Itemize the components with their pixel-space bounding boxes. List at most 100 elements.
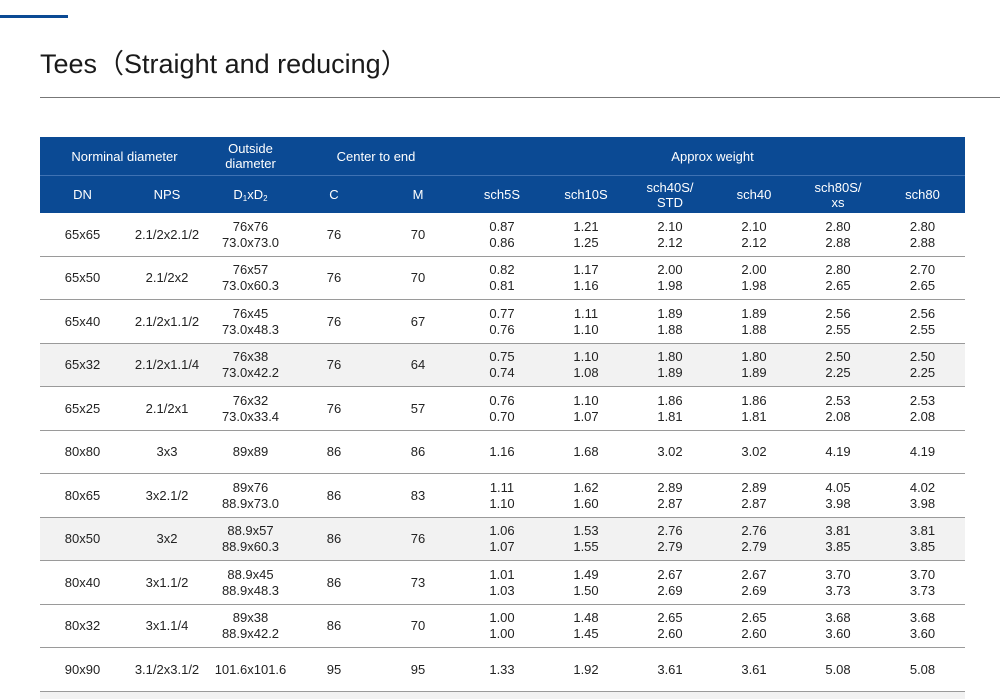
text-line: 4.19 [825, 444, 851, 460]
text-line: sch40S/ [646, 179, 694, 195]
table-cell: 3.70 3.73 [880, 561, 965, 605]
table-cell: 5.08 [796, 648, 880, 692]
row-shade [40, 517, 965, 561]
table-cell: 76x57 73.0x60.3 [209, 257, 292, 301]
table-cell: 70 [376, 605, 460, 649]
table-cell: 1.92 [544, 648, 628, 692]
text-line: 2.55 [909, 321, 936, 337]
text-line: 2.50 [909, 349, 936, 365]
text-line: 3.02 [657, 444, 683, 460]
text-line: 2.08 [909, 408, 936, 424]
table-cell: 3x3 [125, 431, 209, 475]
table-cell: 2.50 2.25 [796, 344, 880, 388]
table-cell: 86 [292, 518, 376, 562]
table-cell: 70 [376, 257, 460, 301]
table-cell: 88.9x57 88.9x60.3 [209, 518, 292, 562]
text-line: 76 [326, 313, 342, 329]
table-cell: 2.80 2.88 [796, 213, 880, 257]
text-line: 3.60 [825, 626, 851, 642]
row-line [40, 429, 965, 431]
table-cell: 2.1/2x2.1/2 [125, 213, 209, 257]
text-line: 2.79 [657, 539, 683, 555]
table-cell: 88.9x45 88.9x48.3 [209, 561, 292, 605]
text-line: 86 [326, 444, 342, 460]
text-line: 70 [410, 618, 426, 634]
table-cell: 4.19 [880, 431, 965, 475]
divider [40, 97, 1000, 98]
table-cell: 2.10 2.12 [628, 213, 712, 257]
text-line: 3x1.1/4 [145, 618, 189, 634]
text-line: 76x76 [232, 218, 269, 234]
table-cell: 73 [376, 561, 460, 605]
row-line [40, 603, 965, 605]
table-cell: 1.00 1.00 [460, 605, 544, 649]
table-cell: 3.70 3.73 [796, 561, 880, 605]
row-line [40, 255, 965, 257]
column-header: sch40 [712, 176, 796, 213]
text-line: 2.80 [909, 218, 936, 234]
text-line: 1.89 [657, 365, 683, 381]
text-line: 3.98 [909, 495, 936, 511]
table-cell: 64 [376, 344, 460, 388]
table-cell: 2.50 2.25 [880, 344, 965, 388]
text-line: 1.07 [489, 539, 515, 555]
table-cell: 3.61 [712, 648, 796, 692]
text-line: 0.77 [489, 305, 515, 321]
table-cell: 1.48 1.45 [544, 605, 628, 649]
text-line: 65x50 [64, 270, 101, 286]
text-line: 3.73 [909, 582, 936, 598]
table-cell: 80x32 [40, 605, 125, 649]
table-cell: 2.65 2.60 [712, 605, 796, 649]
text-line: 3.81 [909, 523, 936, 539]
row-line [40, 647, 965, 648]
text-line: 83 [410, 487, 426, 503]
table-cell: 2.76 2.79 [712, 518, 796, 562]
table-cell: 3.61 [628, 648, 712, 692]
header-text: D1xD2 [233, 187, 267, 203]
column-header: sch5S [460, 176, 544, 213]
text-line: 2.56 [909, 305, 936, 321]
text-line: 90x90 [64, 661, 101, 677]
header-group: Center to end [292, 137, 460, 175]
text-line: 73.0x48.3 [221, 321, 280, 337]
text-line: 1.10 [573, 349, 599, 365]
text-line: 2.80 [825, 218, 851, 234]
text-line: 2.88 [909, 234, 936, 250]
text-line: sch40 [736, 187, 772, 202]
table-cell: 76x76 73.0x73.0 [209, 213, 292, 257]
table-cell: 76x32 73.0x33.4 [209, 387, 292, 431]
text-line: 1.16 [489, 444, 515, 460]
table-cell: 76 [292, 344, 376, 388]
text-line: 88.9x73.0 [221, 495, 280, 511]
table-cell: 3.02 [712, 431, 796, 475]
table-cell: 83 [376, 474, 460, 518]
table-cell: 0.87 0.86 [460, 213, 544, 257]
text-line: 0.82 [489, 262, 515, 278]
table-cell: 1.33 [460, 648, 544, 692]
row-line [40, 386, 965, 387]
table-cell: 0.82 0.81 [460, 257, 544, 301]
text-line: sch80 [905, 187, 940, 202]
text-line: 1.92 [573, 661, 599, 677]
column-header: M [376, 176, 460, 213]
table-cell: 76 [292, 300, 376, 344]
table-cell: 1.21 1.25 [544, 213, 628, 257]
text-line: 1.16 [573, 278, 599, 294]
table-cell: 70 [376, 213, 460, 257]
text-line: 2.67 [741, 566, 767, 582]
table-cell: 1.06 1.07 [460, 518, 544, 562]
table-cell: 1.68 [544, 431, 628, 475]
text-line: 76x32 [232, 392, 269, 408]
text-line: 1.10 [573, 392, 599, 408]
text-line: 4.05 [825, 479, 851, 495]
table-cell: 76 [292, 387, 376, 431]
text-line: 2.87 [741, 495, 767, 511]
text-line: 2.89 [741, 479, 767, 495]
text-line: 0.76 [489, 321, 515, 337]
table-cell: 2.53 2.08 [880, 387, 965, 431]
text-line: 80x65 [64, 487, 101, 503]
text-line: 88.9x42.2 [221, 626, 280, 642]
text-line: 1.11 [489, 479, 515, 495]
text-line: 1.10 [573, 321, 599, 337]
table-cell: 86 [376, 431, 460, 475]
